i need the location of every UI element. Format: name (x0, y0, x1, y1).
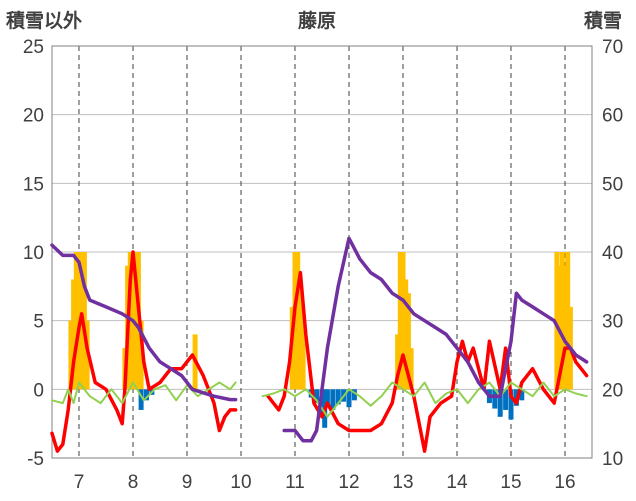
x-tick-label: 11 (285, 472, 305, 493)
series-line-1 (261, 381, 588, 418)
bar-positive (554, 252, 560, 390)
bar-negative (508, 389, 514, 420)
bar-negative (497, 389, 503, 417)
bar-positive (73, 252, 79, 390)
series-line-0 (50, 250, 238, 453)
bar-positive (138, 320, 144, 390)
x-tick-label: 8 (128, 472, 139, 493)
bar-negative (330, 389, 336, 410)
x-tick-label: 7 (74, 472, 85, 493)
bar-positive (71, 279, 77, 390)
bar-positive (400, 252, 406, 390)
bar-positive (68, 320, 74, 390)
bar-negative (519, 389, 525, 401)
bar-positive (408, 348, 414, 390)
x-tick-label: 16 (554, 472, 575, 493)
bar-positive (405, 293, 411, 390)
bar-negative (314, 389, 320, 404)
y-left-tick-label: -5 (27, 449, 44, 470)
y-left-label: 積雪以外 (6, 11, 83, 32)
x-tick-label: 13 (392, 472, 413, 493)
series-line-2 (50, 243, 238, 402)
plot-frame (51, 45, 593, 459)
bar-positive (297, 279, 303, 390)
x-tick-label: 12 (338, 472, 359, 493)
bar-positive (403, 279, 409, 390)
bar-positive (565, 252, 571, 390)
bar-negative (138, 389, 144, 410)
y-right-tick-label: 30 (602, 312, 623, 333)
bar-negative (346, 389, 352, 408)
y-right-tick-label: 10 (602, 449, 623, 470)
x-tick-label: 9 (182, 472, 193, 493)
bar-negative (335, 389, 341, 405)
bar-negative (492, 389, 498, 409)
y-right-tick-label: 50 (602, 174, 623, 195)
bar-positive (395, 334, 401, 390)
y-right-label: 積雪 (584, 11, 623, 32)
bar-positive (397, 252, 403, 390)
y-left-tick-label: 20 (23, 106, 44, 127)
y-left-tick-label: 5 (33, 312, 44, 333)
bar-negative (324, 389, 330, 406)
series-line-0 (266, 270, 589, 453)
bar-positive (562, 265, 568, 390)
y-left-tick-label: 0 (33, 380, 44, 401)
bar-positive (559, 252, 565, 390)
x-tick-label: 10 (230, 472, 251, 493)
y-left-tick-label: 25 (23, 37, 44, 58)
x-tick-label: 14 (446, 472, 468, 493)
series-line-1 (51, 381, 237, 405)
y-right-tick-label: 40 (602, 243, 623, 264)
y-right-tick-label: 60 (602, 106, 623, 127)
y-right-tick-label: 20 (602, 380, 623, 401)
y-left-tick-label: 15 (23, 174, 44, 195)
bar-positive (133, 252, 139, 390)
series-line-2 (282, 236, 589, 443)
y-left-tick-label: 10 (23, 243, 44, 264)
chart-title: 藤原 (298, 11, 337, 32)
bar-negative (351, 389, 357, 401)
bar-positive (300, 320, 306, 390)
x-tick-label: 15 (500, 472, 521, 493)
bar-negative (144, 389, 149, 401)
bar-positive (295, 252, 301, 390)
y-right-tick-label: 70 (602, 37, 623, 58)
bar-negative (503, 389, 509, 410)
